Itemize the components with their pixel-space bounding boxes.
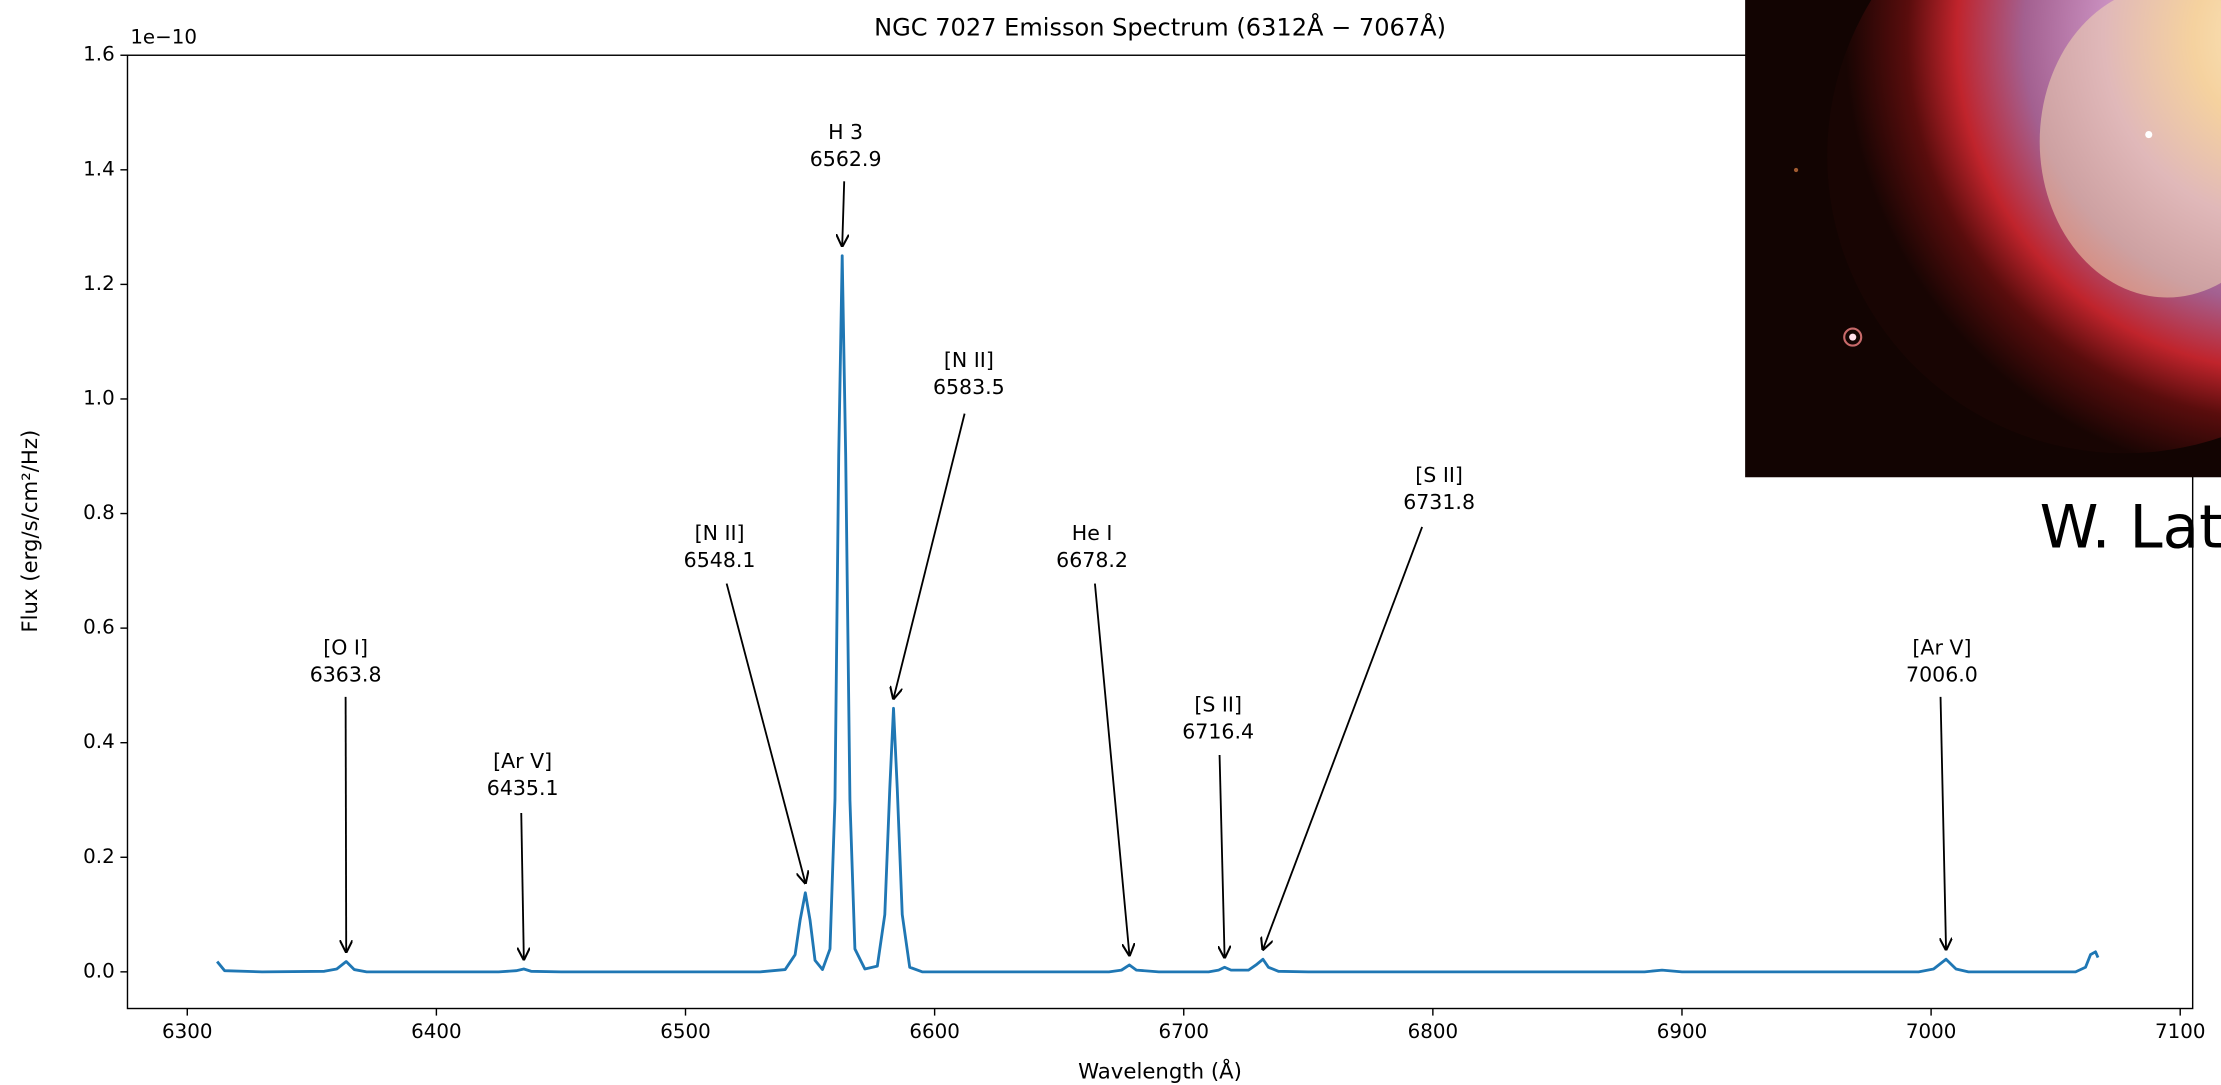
annotation-name: [N II] xyxy=(944,348,994,372)
annotation-wavelength: 6548.1 xyxy=(684,548,756,572)
y-tick-label: 0.2 xyxy=(83,845,115,868)
annotation-wavelength: 6583.5 xyxy=(933,375,1005,399)
y-axis-label: Flux (erg/s/cm²/Hz) xyxy=(18,430,43,633)
y-tick-label: 0.0 xyxy=(83,959,115,982)
y-tick-label: 1.6 xyxy=(83,43,115,66)
y-offset-label: 1e−10 xyxy=(130,26,197,49)
annotation-name: [S II] xyxy=(1415,463,1463,487)
axes: 6300 6400 6500 6600 6700 6800 6900 7000 7100 0.0 0… xyxy=(83,43,2205,1043)
annotation-wavelength: 6562.9 xyxy=(810,147,882,171)
annotation-name: [Ar V] xyxy=(1912,636,1971,660)
x-tick-label: 7100 xyxy=(2155,1020,2205,1043)
y-tick-label: 0.4 xyxy=(83,730,115,753)
annotation-arrow xyxy=(725,583,806,883)
x-tick-label: 7000 xyxy=(1906,1020,1956,1043)
x-tick-label: 6400 xyxy=(411,1020,461,1043)
y-tick-label: 0.6 xyxy=(83,616,115,639)
x-tick-label: 6900 xyxy=(1657,1020,1707,1043)
annotation-arrow xyxy=(894,413,966,699)
x-tick-label: 6800 xyxy=(1408,1020,1458,1043)
annotation-name: H 3 xyxy=(828,120,863,144)
annotation-wavelength: 6678.2 xyxy=(1056,548,1128,572)
y-tick-label: 1.4 xyxy=(83,157,115,180)
annotation-arrow xyxy=(346,696,347,952)
y-tick-label: 0.8 xyxy=(83,501,115,524)
chart-title: NGC 7027 Emisson Spectrum (6312Å − 7067Å… xyxy=(874,12,1446,41)
nebula-photo xyxy=(1745,0,2221,478)
image-credit: W. Lat xyxy=(2040,493,2221,562)
y-tick-label: 1.2 xyxy=(83,272,115,295)
annotation-name: [N II] xyxy=(695,521,745,545)
annotation-arrow xyxy=(1094,583,1130,955)
annotation-arrow xyxy=(1263,526,1423,949)
x-tick-label: 6600 xyxy=(909,1020,959,1043)
annotation-arrow xyxy=(521,813,524,959)
annotation-name: [O I] xyxy=(323,636,368,660)
annotation-name: He I xyxy=(1072,521,1113,545)
annotation-arrow xyxy=(1941,696,1947,949)
annotation-name: [Ar V] xyxy=(493,749,552,773)
annotation-name: [S II] xyxy=(1194,692,1242,716)
annotation-wavelength: 6731.8 xyxy=(1403,490,1475,514)
y-tick-label: 1.0 xyxy=(83,386,115,409)
x-tick-label: 6500 xyxy=(660,1020,710,1043)
annotation-arrow xyxy=(842,181,844,246)
spectrum-line xyxy=(216,254,2100,974)
annotation-wavelength: 6435.1 xyxy=(487,776,559,800)
axes-frame xyxy=(126,54,2194,1010)
annotation-wavelength: 7006.0 xyxy=(1906,663,1978,687)
x-tick-label: 6300 xyxy=(162,1020,212,1043)
annotation-wavelength: 6363.8 xyxy=(310,663,382,687)
annotation-arrow xyxy=(1220,754,1225,957)
x-tick-label: 6700 xyxy=(1159,1020,1209,1043)
x-axis-label: Wavelength (Å) xyxy=(1078,1057,1242,1084)
annotation-wavelength: 6716.4 xyxy=(1182,719,1254,743)
